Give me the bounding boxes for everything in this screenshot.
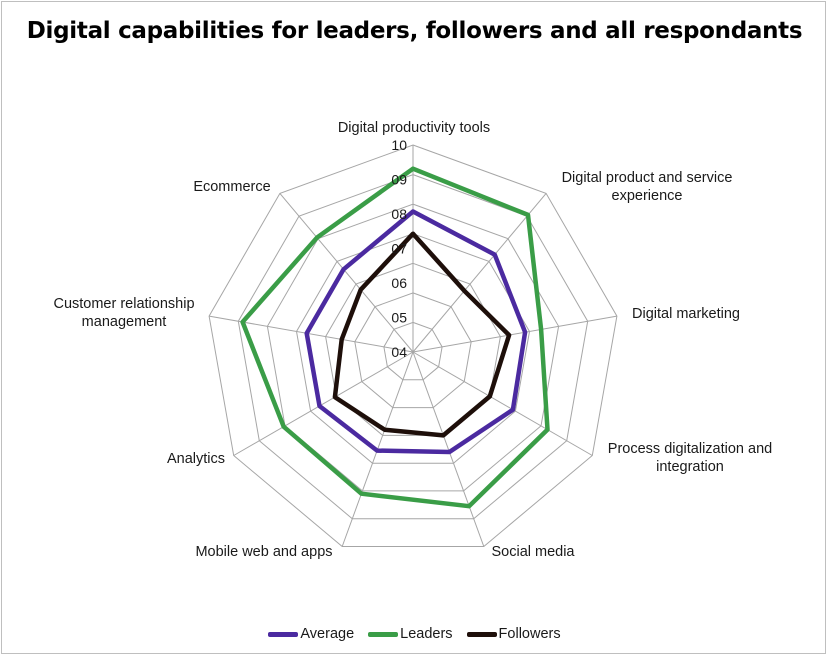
- legend-swatch: [466, 631, 497, 637]
- legend-swatch: [368, 631, 399, 637]
- category-label-line: Digital marketing: [632, 306, 740, 322]
- grid-ring: [266, 203, 560, 492]
- grid-ring: [354, 292, 472, 409]
- category-label: Digital productivity tools: [338, 120, 490, 136]
- category-label-line: Social media: [491, 544, 575, 560]
- chart-title: Digital capabilities for leaders, follow…: [0, 16, 829, 47]
- r-tick-label: 05: [391, 310, 407, 326]
- category-label: Customer relationship management: [53, 296, 194, 330]
- r-tick-label: 10: [391, 137, 407, 153]
- chart-legend: Average Leaders Followers: [0, 624, 829, 644]
- category-label-line: integration: [656, 459, 724, 475]
- legend-item-followers: Followers: [466, 624, 561, 644]
- category-label: Mobile web and apps: [195, 544, 332, 560]
- radar-tick-labels: 04 05 06 07 08 09 10: [391, 137, 407, 360]
- category-label-line: management: [82, 314, 167, 330]
- category-label-line: experience: [612, 188, 683, 204]
- category-label-line: Customer relationship: [53, 296, 194, 312]
- legend-item-average: Average: [268, 624, 354, 644]
- grid-ring: [237, 174, 589, 520]
- grid-ring: [208, 144, 618, 547]
- r-tick-label: 09: [391, 172, 407, 188]
- legend-label: Average: [300, 626, 355, 642]
- chart-title-text: Digital capabilities for leaders, follow…: [26, 18, 803, 44]
- r-tick-label: 06: [391, 275, 407, 291]
- series-leaders: [240, 166, 550, 509]
- radar-series: [240, 166, 550, 509]
- grid-spoke: [233, 351, 414, 456]
- category-label: Ecommerce: [193, 179, 270, 195]
- series-followers: [332, 231, 512, 438]
- grid-spoke: [412, 193, 547, 353]
- radar-grid: [208, 144, 618, 547]
- grid-ring: [383, 321, 443, 381]
- category-label-line: Ecommerce: [193, 179, 270, 195]
- grid-spoke: [279, 193, 414, 353]
- category-label: Analytics: [167, 451, 225, 467]
- category-label-line: Digital product and service: [562, 170, 733, 186]
- legend-item-leaders: Leaders: [368, 624, 453, 644]
- category-label: Digital product and service experience: [562, 170, 733, 204]
- category-label: Process digitalization and integration: [608, 441, 772, 475]
- r-tick-label: 04: [391, 344, 407, 360]
- grid-spoke: [412, 315, 617, 353]
- category-label: Social media: [491, 544, 575, 560]
- grid-spoke: [412, 351, 593, 456]
- category-label: Digital marketing: [632, 306, 740, 322]
- grid-spoke: [412, 351, 485, 547]
- r-tick-label: 08: [391, 206, 407, 222]
- category-label-line: Digital productivity tools: [338, 120, 490, 136]
- radar-category-labels: Digital productivity tools Digital produc…: [53, 120, 772, 560]
- category-label-line: Analytics: [167, 451, 225, 467]
- r-tick-label: 07: [391, 241, 407, 257]
- legend-swatch: [268, 631, 299, 637]
- legend-label: Leaders: [400, 626, 453, 642]
- legend-label: Followers: [498, 626, 561, 642]
- category-label-line: Mobile web and apps: [195, 544, 332, 560]
- series-average: [304, 209, 528, 455]
- category-label-line: Process digitalization and: [608, 441, 772, 457]
